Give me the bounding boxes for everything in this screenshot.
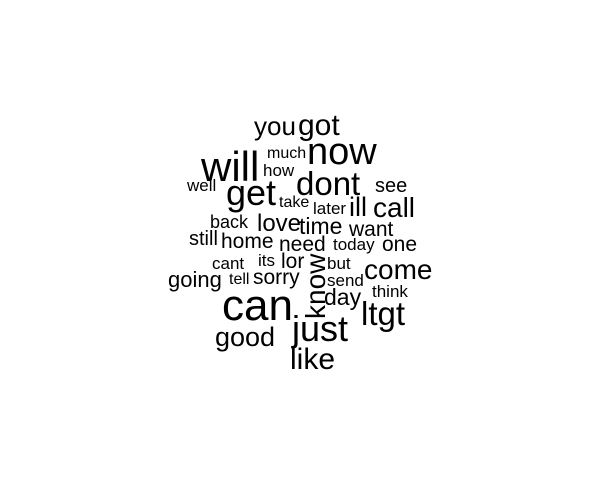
word-love: love [257,210,302,237]
word-see: see [375,175,408,197]
word-got: got [298,109,340,142]
word-will: will [201,143,260,190]
word-day: day [324,284,362,310]
word-still: still [189,228,218,250]
word-want: want [349,218,394,241]
word-time: time [299,213,343,239]
word-one: one [382,233,418,256]
word-much: much [267,145,307,162]
word-good: good [215,322,276,352]
word-going: going [168,267,222,292]
word-ltgt: ltgt [361,295,406,332]
word-send: send [327,271,364,290]
word-back: back [210,212,249,232]
word-like: like [290,343,336,376]
word-you: you [254,111,296,141]
word-come: come [364,254,433,285]
word-dont: dont [296,165,361,202]
word-later: later [313,199,347,218]
word-need: need [279,233,326,256]
word-home: home [221,230,274,253]
word-ill: ill [349,192,367,222]
word-sorry: sorry [253,266,300,289]
word-its: its [258,251,275,270]
word-well: well [187,176,217,195]
word-now: now [307,131,377,173]
word-today: today [333,235,375,254]
word-how: how [263,161,295,180]
word-lor: lor [281,250,305,273]
word-think: think [372,282,408,301]
word-call: call [373,192,416,223]
word-tell: tell [229,271,250,288]
word-take: take [279,194,310,211]
word-just: just [292,308,349,349]
word-but: but [327,254,351,273]
word-cant: cant [212,254,245,273]
word-get: get [226,172,277,213]
word-can: can [222,281,293,330]
